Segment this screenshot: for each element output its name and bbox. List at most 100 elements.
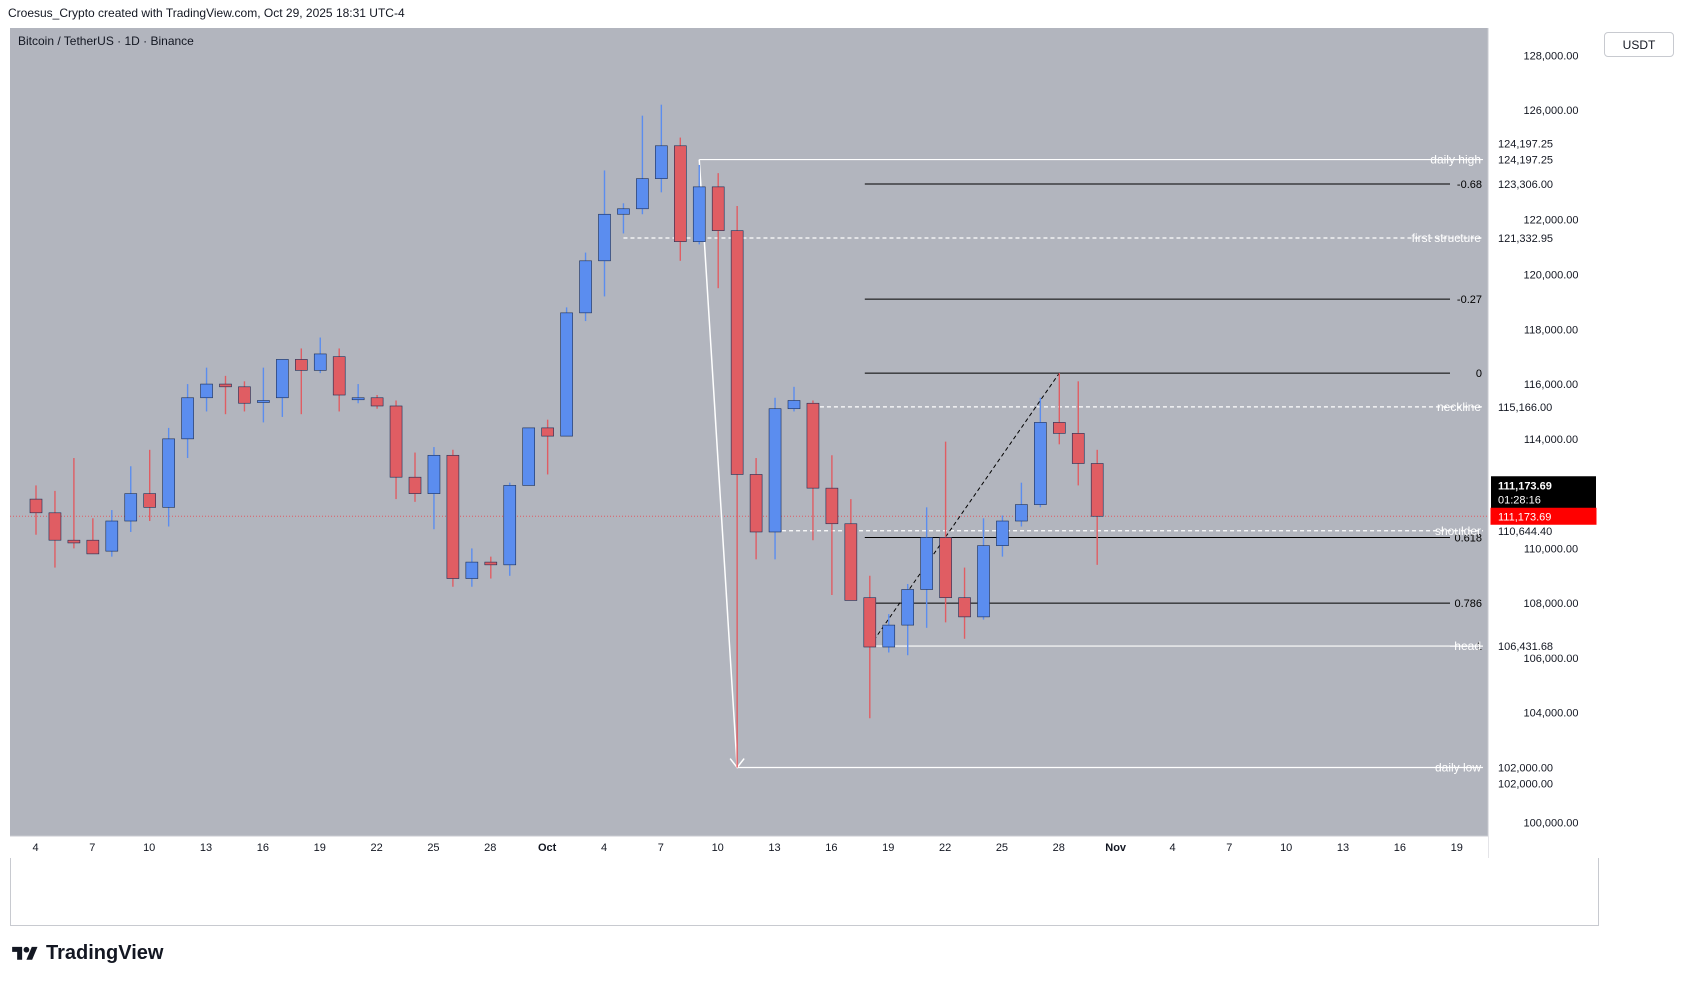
x-tick-label: 25 bbox=[427, 842, 439, 854]
candle-body bbox=[673, 145, 687, 242]
low-bottom-price-label-box bbox=[1490, 775, 1597, 793]
shoulder-price-label: 110,644.40 bbox=[1498, 526, 1552, 538]
candle-body bbox=[484, 561, 498, 566]
candle-body bbox=[749, 474, 763, 533]
candle-body bbox=[408, 476, 422, 494]
fib-level-label: 0.786 bbox=[1454, 598, 1482, 610]
x-tick-label: 10 bbox=[143, 842, 155, 854]
candle-body bbox=[977, 545, 990, 618]
daily-low-price-label: 102,000.00 bbox=[1498, 763, 1553, 775]
daily-low-label: daily low bbox=[1435, 761, 1481, 775]
drop-arrow-line bbox=[698, 159, 738, 768]
currency-selector-button[interactable]: USDT bbox=[1604, 32, 1674, 57]
brand[interactable]: TradingView bbox=[10, 942, 163, 965]
candle-body bbox=[560, 312, 573, 437]
first-structure-price-label: 121,332.95 bbox=[1498, 233, 1553, 245]
low-bottom-price-label: 102,000.00 bbox=[1498, 779, 1553, 791]
candle-body bbox=[1053, 422, 1066, 434]
candle-body bbox=[276, 359, 289, 399]
candle-body bbox=[427, 454, 441, 494]
x-tick-label: 10 bbox=[712, 842, 724, 854]
candle-body bbox=[806, 402, 820, 489]
y-tick-label: 108,000.00 bbox=[1523, 598, 1578, 610]
x-tick-label: 19 bbox=[882, 842, 894, 854]
current-price-label: 111,173.69 bbox=[1498, 511, 1551, 523]
x-tick-label: 25 bbox=[996, 842, 1008, 854]
level-123306-price-label-box bbox=[1490, 175, 1597, 193]
candle-body bbox=[200, 383, 213, 399]
candle-body bbox=[711, 186, 725, 231]
candle-body bbox=[920, 537, 933, 590]
x-tick-label: Nov bbox=[1105, 842, 1127, 854]
candle-body bbox=[351, 397, 365, 401]
x-tick-label: 19 bbox=[1451, 842, 1463, 854]
daily-high-label: daily high bbox=[1430, 153, 1481, 167]
y-tick-label: 116,000.00 bbox=[1524, 379, 1578, 391]
shoulder-label: shoulder bbox=[1435, 524, 1481, 538]
x-tick-label: 4 bbox=[32, 842, 38, 854]
x-tick-label: Oct bbox=[538, 842, 557, 854]
candle-body bbox=[901, 589, 915, 626]
x-tick-label: 7 bbox=[658, 842, 664, 854]
x-tick-label: 4 bbox=[1169, 842, 1175, 854]
candle-body bbox=[787, 400, 801, 410]
candle-body bbox=[1015, 504, 1028, 522]
candle-body bbox=[844, 523, 858, 601]
x-tick-label: 13 bbox=[768, 842, 780, 854]
y-tick-label: 122,000.00 bbox=[1523, 215, 1578, 227]
x-tick-label: 13 bbox=[1337, 842, 1349, 854]
candle-body bbox=[768, 408, 782, 533]
brand-name: TradingView bbox=[46, 942, 164, 964]
candle-body bbox=[105, 520, 119, 552]
x-tick-label: 10 bbox=[1280, 842, 1292, 854]
x-tick-label: 4 bbox=[601, 842, 607, 854]
current-price-countdown-box bbox=[1491, 476, 1596, 509]
candle-body bbox=[465, 561, 479, 579]
x-tick-label: 19 bbox=[314, 842, 326, 854]
chart-caption: Croesus_Crypto created with TradingView.… bbox=[8, 6, 405, 20]
neckline-price-label: 115,166.00 bbox=[1498, 402, 1552, 414]
x-tick-label: 13 bbox=[200, 842, 212, 854]
x-tick-label: 28 bbox=[484, 842, 496, 854]
x-tick-label: 16 bbox=[257, 842, 269, 854]
candle-body bbox=[67, 539, 81, 544]
candle-body bbox=[257, 400, 270, 403]
candle-body bbox=[143, 493, 156, 508]
high-top-price-label: 124,197.25 bbox=[1498, 139, 1553, 151]
fib-diagonal-line bbox=[869, 372, 1060, 647]
candle-body bbox=[389, 405, 403, 478]
y-tick-label: 104,000.00 bbox=[1523, 708, 1578, 720]
y-tick-label: 126,000.00 bbox=[1523, 105, 1578, 117]
first-structure-price-label-box bbox=[1490, 229, 1597, 247]
neckline-label: neckline bbox=[1437, 400, 1481, 414]
candle-body bbox=[541, 427, 554, 437]
current-price-label-box bbox=[1490, 507, 1597, 525]
y-tick-label: 118,000.00 bbox=[1524, 324, 1578, 336]
candle-body bbox=[446, 454, 460, 579]
candle-body bbox=[219, 383, 232, 388]
candle-body bbox=[48, 512, 62, 541]
candle-body bbox=[825, 487, 839, 525]
candle-body bbox=[655, 145, 668, 179]
candle-body bbox=[86, 539, 100, 555]
candle-body bbox=[617, 208, 630, 215]
candlestick-chart[interactable]: 100,000.00 102,000.00 104,000.00 106,000.00… bbox=[10, 28, 1599, 926]
countdown-label: 01:28:16 bbox=[1498, 494, 1541, 506]
y-tick-label: 120,000.00 bbox=[1523, 270, 1578, 282]
candle-body bbox=[636, 178, 649, 210]
y-tick-label: 114,000.00 bbox=[1524, 434, 1578, 446]
x-tick-label: 28 bbox=[1053, 842, 1065, 854]
y-tick-label: 128,000.00 bbox=[1523, 50, 1578, 62]
candle-body bbox=[522, 427, 536, 486]
symbol-title[interactable]: Bitcoin / TetherUS · 1D · Binance bbox=[18, 34, 194, 48]
fib-level-label: -0.68 bbox=[1457, 179, 1482, 191]
candle-body bbox=[124, 493, 138, 522]
x-tick-label: 7 bbox=[1226, 842, 1232, 854]
head-price-label: 106,431.68 bbox=[1498, 641, 1553, 653]
candle-body bbox=[958, 597, 971, 618]
candle-body bbox=[294, 359, 308, 371]
candle-body bbox=[503, 485, 517, 566]
candle-body bbox=[1034, 422, 1047, 505]
x-tick-label: 16 bbox=[1394, 842, 1406, 854]
fib-level-label: 0.618 bbox=[1454, 532, 1482, 544]
